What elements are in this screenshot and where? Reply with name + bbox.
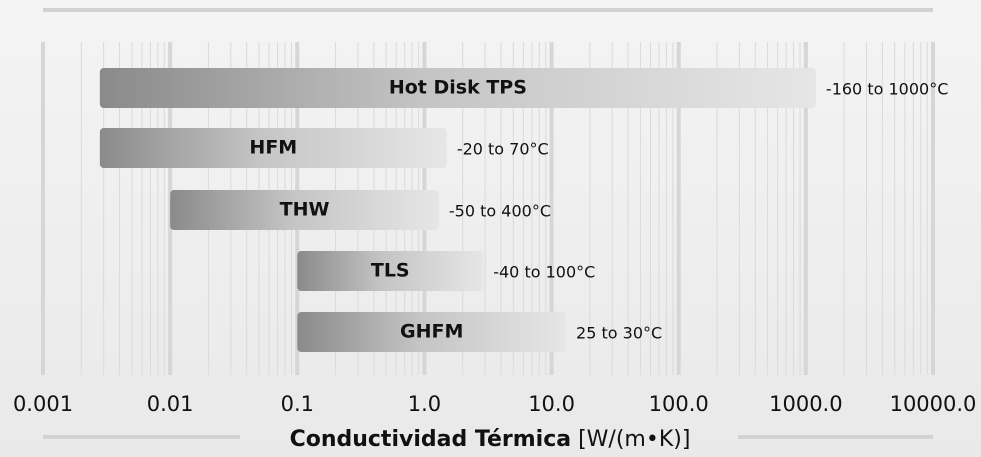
x-tick-label: 10000.0 (890, 392, 977, 416)
x-axis-label: Conductividad Térmica (290, 427, 572, 452)
bar (170, 190, 439, 230)
x-axis-unit: [W/(m•K)] (578, 427, 690, 452)
bar-label: TLS (371, 260, 410, 282)
bars: Hot Disk TPS -160 to 1000°C HFM -20 to 70°C… (99, 68, 948, 352)
annotation: -40 to 100°C (493, 263, 595, 282)
bar (297, 312, 567, 352)
x-tick-label: 1.0 (408, 392, 441, 416)
annotation: -50 to 400°C (449, 202, 551, 221)
annotation: 25 to 30°C (576, 324, 662, 343)
bar (99, 128, 447, 168)
x-tick-label: 100.0 (649, 392, 709, 416)
annotation: -160 to 1000°C (826, 80, 948, 99)
x-tick-label: 10.0 (528, 392, 575, 416)
x-axis-title: Conductividad Térmica [W/(m•K)] (290, 427, 691, 452)
annotation: -20 to 70°C (457, 140, 549, 159)
x-tick-label: 0.01 (147, 392, 194, 416)
bar-label: GHFM (400, 321, 463, 343)
bar-label: THW (280, 199, 330, 221)
bar-label: HFM (249, 137, 297, 159)
bar (99, 68, 816, 108)
x-tick-label: 0.1 (281, 392, 314, 416)
bar (297, 251, 484, 291)
bar-label: Hot Disk TPS (389, 77, 527, 99)
x-tick-label: 1000.0 (769, 392, 842, 416)
x-tick-label: 0.001 (13, 392, 73, 416)
